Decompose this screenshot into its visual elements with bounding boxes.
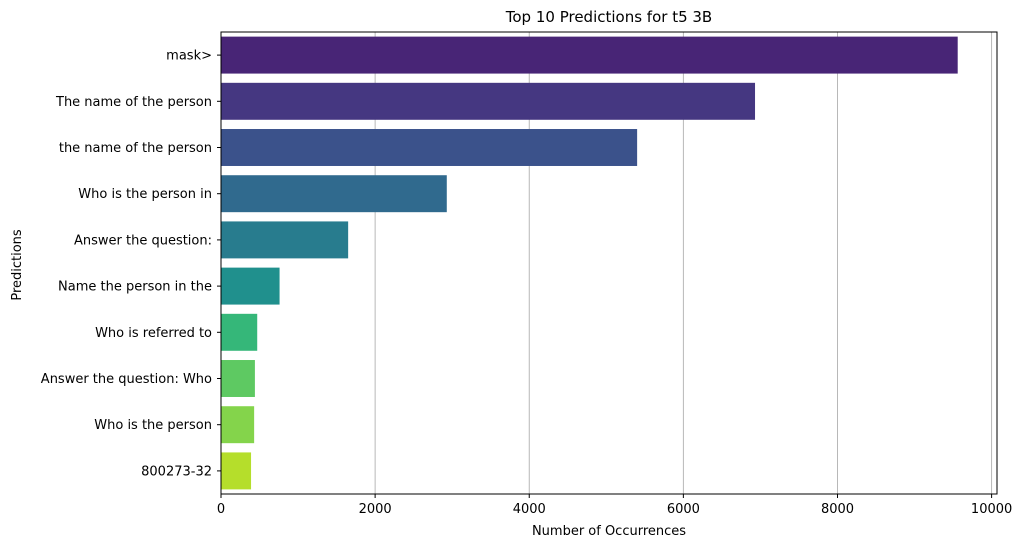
- x-tick-label: 6000: [667, 502, 700, 517]
- x-axis-ticks: 0 2000 4000 6000 8000 10000: [217, 494, 1012, 517]
- bar: [221, 452, 252, 490]
- x-tick-label: 2000: [359, 502, 392, 517]
- bar: [221, 129, 638, 166]
- bar: [221, 313, 258, 351]
- bars: [221, 36, 958, 490]
- bar: [221, 175, 447, 213]
- y-tick-label: mask>: [166, 49, 212, 64]
- bar: [221, 360, 255, 397]
- chart-title: Top 10 Predictions for t5 3B: [505, 8, 712, 26]
- bar: [221, 36, 958, 74]
- y-tick-label: Who is referred to: [95, 326, 212, 341]
- y-axis-ticks: mask> The name of the person the name of t…: [41, 49, 221, 479]
- y-tick-label: Who is the person: [94, 418, 212, 433]
- y-tick-label: The name of the person: [55, 95, 212, 110]
- y-tick-label: Who is the person in: [78, 187, 212, 202]
- x-tick-label: 4000: [513, 502, 546, 517]
- bar: [221, 406, 255, 444]
- bar: [221, 82, 756, 120]
- plot-frame: [220, 31, 998, 495]
- bar: [221, 221, 349, 259]
- y-tick-label: the name of the person: [59, 141, 212, 156]
- x-tick-label: 0: [217, 502, 225, 517]
- y-tick-label: 800273-32: [141, 464, 212, 479]
- bar: [221, 267, 280, 305]
- y-tick-label: Name the person in the: [58, 280, 212, 295]
- x-axis-label: Number of Occurrences: [532, 524, 686, 539]
- y-axis-label: Predictions: [10, 229, 25, 301]
- x-tick-label: 10000: [971, 502, 1012, 517]
- y-tick-label: Answer the question: Who: [41, 372, 212, 387]
- x-tick-label: 8000: [821, 502, 854, 517]
- y-tick-label: Answer the question:: [74, 233, 212, 248]
